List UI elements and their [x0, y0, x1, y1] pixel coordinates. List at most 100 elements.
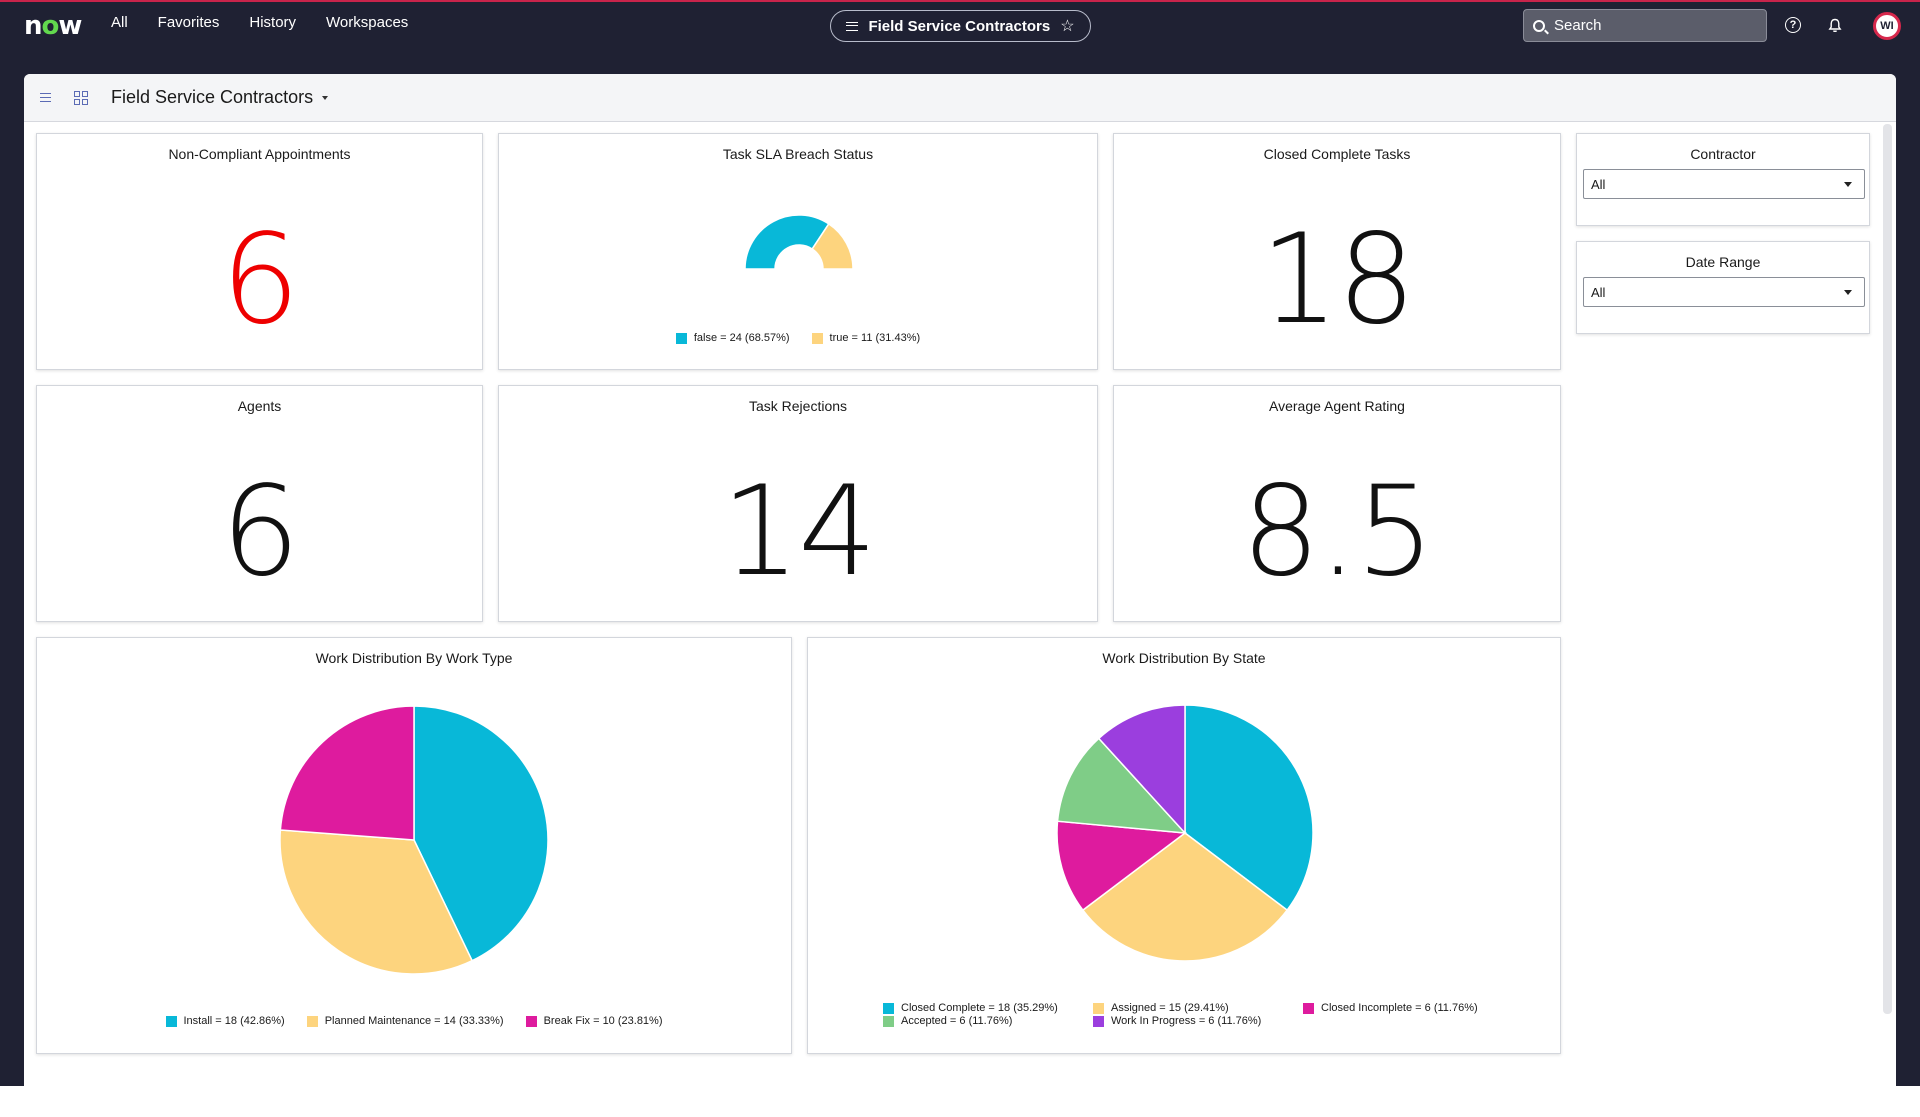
legend-swatch [1093, 1002, 1104, 1014]
card-task-sla-breach-status[interactable]: Task SLA Breach Status false = 24 (68.57… [498, 133, 1098, 370]
nav-link-all[interactable]: All [111, 14, 128, 31]
legend-item-break-fix[interactable]: Break Fix = 10 (23.81%) [525, 1015, 663, 1027]
dashboard-dropdown-caret-icon[interactable] [322, 96, 328, 100]
legend-label: Assigned = 15 (29.41%) [1111, 1002, 1229, 1014]
legend-label: Closed Incomplete = 6 (11.76%) [1321, 1002, 1478, 1014]
pie-slice-break-fix[interactable] [279, 705, 415, 841]
list-icon [846, 21, 859, 31]
date-range-select-value: All [1591, 284, 1606, 300]
legend-label: Planned Maintenance = 14 (33.33%) [324, 1015, 504, 1027]
card-title: Closed Complete Tasks [1263, 146, 1411, 162]
grid-view-icon[interactable] [74, 91, 88, 105]
pie-slice-closed-incomplete[interactable] [1056, 820, 1187, 912]
legend-item-closed-incomplete[interactable]: Closed Incomplete = 6 (11.76%) [1303, 1002, 1503, 1014]
legend-label: Work In Progress = 6 (11.76%) [1111, 1015, 1262, 1027]
dashboard-header: Field Service Contractors [24, 74, 1896, 122]
legend-label: Break Fix = 10 (23.81%) [543, 1015, 663, 1027]
metric-value: 18 [1260, 208, 1416, 352]
legend-item-install[interactable]: Install = 18 (42.86%) [165, 1015, 285, 1027]
legend-swatch [165, 1015, 177, 1027]
hamburger-menu-icon[interactable] [40, 93, 51, 102]
card-title: Average Agent Rating [1269, 398, 1405, 414]
state-pie-chart [1056, 704, 1314, 962]
legend-item-false[interactable]: false = 24 (68.57%) [675, 332, 790, 344]
nav-link-workspaces[interactable]: Workspaces [326, 14, 409, 31]
pie-slice-accepted[interactable] [1056, 737, 1187, 834]
pie-slice-install[interactable] [413, 705, 549, 962]
legend-swatch [1093, 1015, 1104, 1027]
metric-value: 6 [221, 460, 300, 604]
nav-link-favorites[interactable]: Favorites [157, 14, 220, 31]
card-title: Work Distribution By Work Type [315, 650, 513, 666]
date-range-select[interactable]: All [1583, 277, 1865, 307]
nav-link-history[interactable]: History [249, 14, 297, 31]
donut-segment-false[interactable] [744, 214, 830, 270]
legend-swatch [883, 1015, 894, 1027]
pie-slice-assigned[interactable] [1081, 832, 1289, 962]
legend-item-accepted[interactable]: Accepted = 6 (11.76%) [883, 1015, 1093, 1027]
search-icon [1533, 19, 1545, 32]
star-icon[interactable]: ☆ [1060, 18, 1075, 35]
card-title: Non-Compliant Appointments [168, 146, 351, 162]
contractor-select[interactable]: All [1583, 169, 1865, 199]
sla-semi-donut-chart [744, 214, 854, 270]
card-title: Agents [237, 398, 282, 414]
donut-segment-true[interactable] [811, 222, 854, 270]
legend-swatch [525, 1015, 537, 1027]
now-logo[interactable]: now [24, 11, 82, 41]
card-title: Task SLA Breach Status [722, 146, 874, 162]
legend-swatch [811, 332, 823, 344]
card-agents[interactable]: Agents 6 [36, 385, 483, 622]
card-title: Work Distribution By State [1102, 650, 1266, 666]
help-icon[interactable]: ? [1785, 17, 1801, 33]
legend-swatch [675, 332, 687, 344]
global-search-input[interactable]: Search [1523, 9, 1767, 42]
card-non-compliant-appointments[interactable]: Non-Compliant Appointments 6 [36, 133, 483, 370]
card-date-range-filter: Date Range All [1576, 241, 1870, 334]
legend-item-closed-complete[interactable]: Closed Complete = 18 (35.29%) [883, 1002, 1093, 1014]
legend-label: Install = 18 (42.86%) [183, 1015, 285, 1027]
legend-swatch [306, 1015, 318, 1027]
card-contractor-filter: Contractor All [1576, 133, 1870, 226]
metric-value: 8.5 [1241, 460, 1434, 604]
bell-icon[interactable] [1826, 16, 1844, 34]
legend-label: Accepted = 6 (11.76%) [901, 1015, 1013, 1027]
avatar[interactable]: WI [1873, 12, 1901, 40]
filter-title: Date Range [1685, 254, 1761, 270]
pie-slice-work-in-progress[interactable] [1097, 704, 1186, 835]
legend-item-true[interactable]: true = 11 (31.43%) [811, 332, 921, 344]
work-type-legend: Install = 18 (42.86%) Planned Maintenanc… [37, 1015, 791, 1027]
filter-title: Contractor [1690, 146, 1756, 162]
metric-value: 6 [221, 208, 300, 352]
chevron-down-icon [1844, 290, 1852, 295]
state-legend: Closed Complete = 18 (35.29%) Assigned =… [883, 1002, 1503, 1027]
card-average-agent-rating[interactable]: Average Agent Rating 8.5 [1113, 385, 1561, 622]
work-type-pie-chart [279, 705, 549, 975]
card-work-distribution-by-work-type[interactable]: Work Distribution By Work Type Install =… [36, 637, 792, 1054]
legend-label: Closed Complete = 18 (35.29%) [901, 1002, 1058, 1014]
legend-label: true = 11 (31.43%) [829, 332, 921, 344]
dashboard-title[interactable]: Field Service Contractors [111, 87, 314, 107]
metric-value: 14 [721, 460, 877, 604]
legend-item-planned-maintenance[interactable]: Planned Maintenance = 14 (33.33%) [306, 1015, 504, 1027]
card-task-rejections[interactable]: Task Rejections 14 [498, 385, 1098, 622]
card-title: Task Rejections [748, 398, 848, 414]
legend-label: false = 24 (68.57%) [693, 332, 790, 344]
legend-swatch [1303, 1002, 1314, 1014]
chevron-down-icon [1844, 182, 1852, 187]
pie-slice-closed-complete[interactable] [1184, 704, 1314, 912]
pie-slice-planned-maintenance[interactable] [279, 829, 474, 975]
contractor-select-value: All [1591, 176, 1606, 192]
legend-swatch [883, 1002, 894, 1014]
context-title-pill[interactable]: Field Service Contractors ☆ [830, 10, 1091, 42]
legend-item-assigned[interactable]: Assigned = 15 (29.41%) [1093, 1002, 1303, 1014]
card-work-distribution-by-state[interactable]: Work Distribution By State Closed Comple… [807, 637, 1561, 1054]
legend-item-work-in-progress[interactable]: Work In Progress = 6 (11.76%) [1093, 1015, 1303, 1027]
vertical-scrollbar[interactable] [1883, 124, 1892, 1014]
sla-legend: false = 24 (68.57%) true = 11 (31.43%) [499, 332, 1097, 344]
bottom-area [0, 1086, 1920, 1117]
top-navigation-bar: now All Favorites History Workspaces Fie… [0, 0, 1920, 50]
nav-links: All Favorites History Workspaces [111, 14, 408, 31]
card-closed-complete-tasks[interactable]: Closed Complete Tasks 18 [1113, 133, 1561, 370]
context-title: Field Service Contractors [868, 17, 1051, 35]
